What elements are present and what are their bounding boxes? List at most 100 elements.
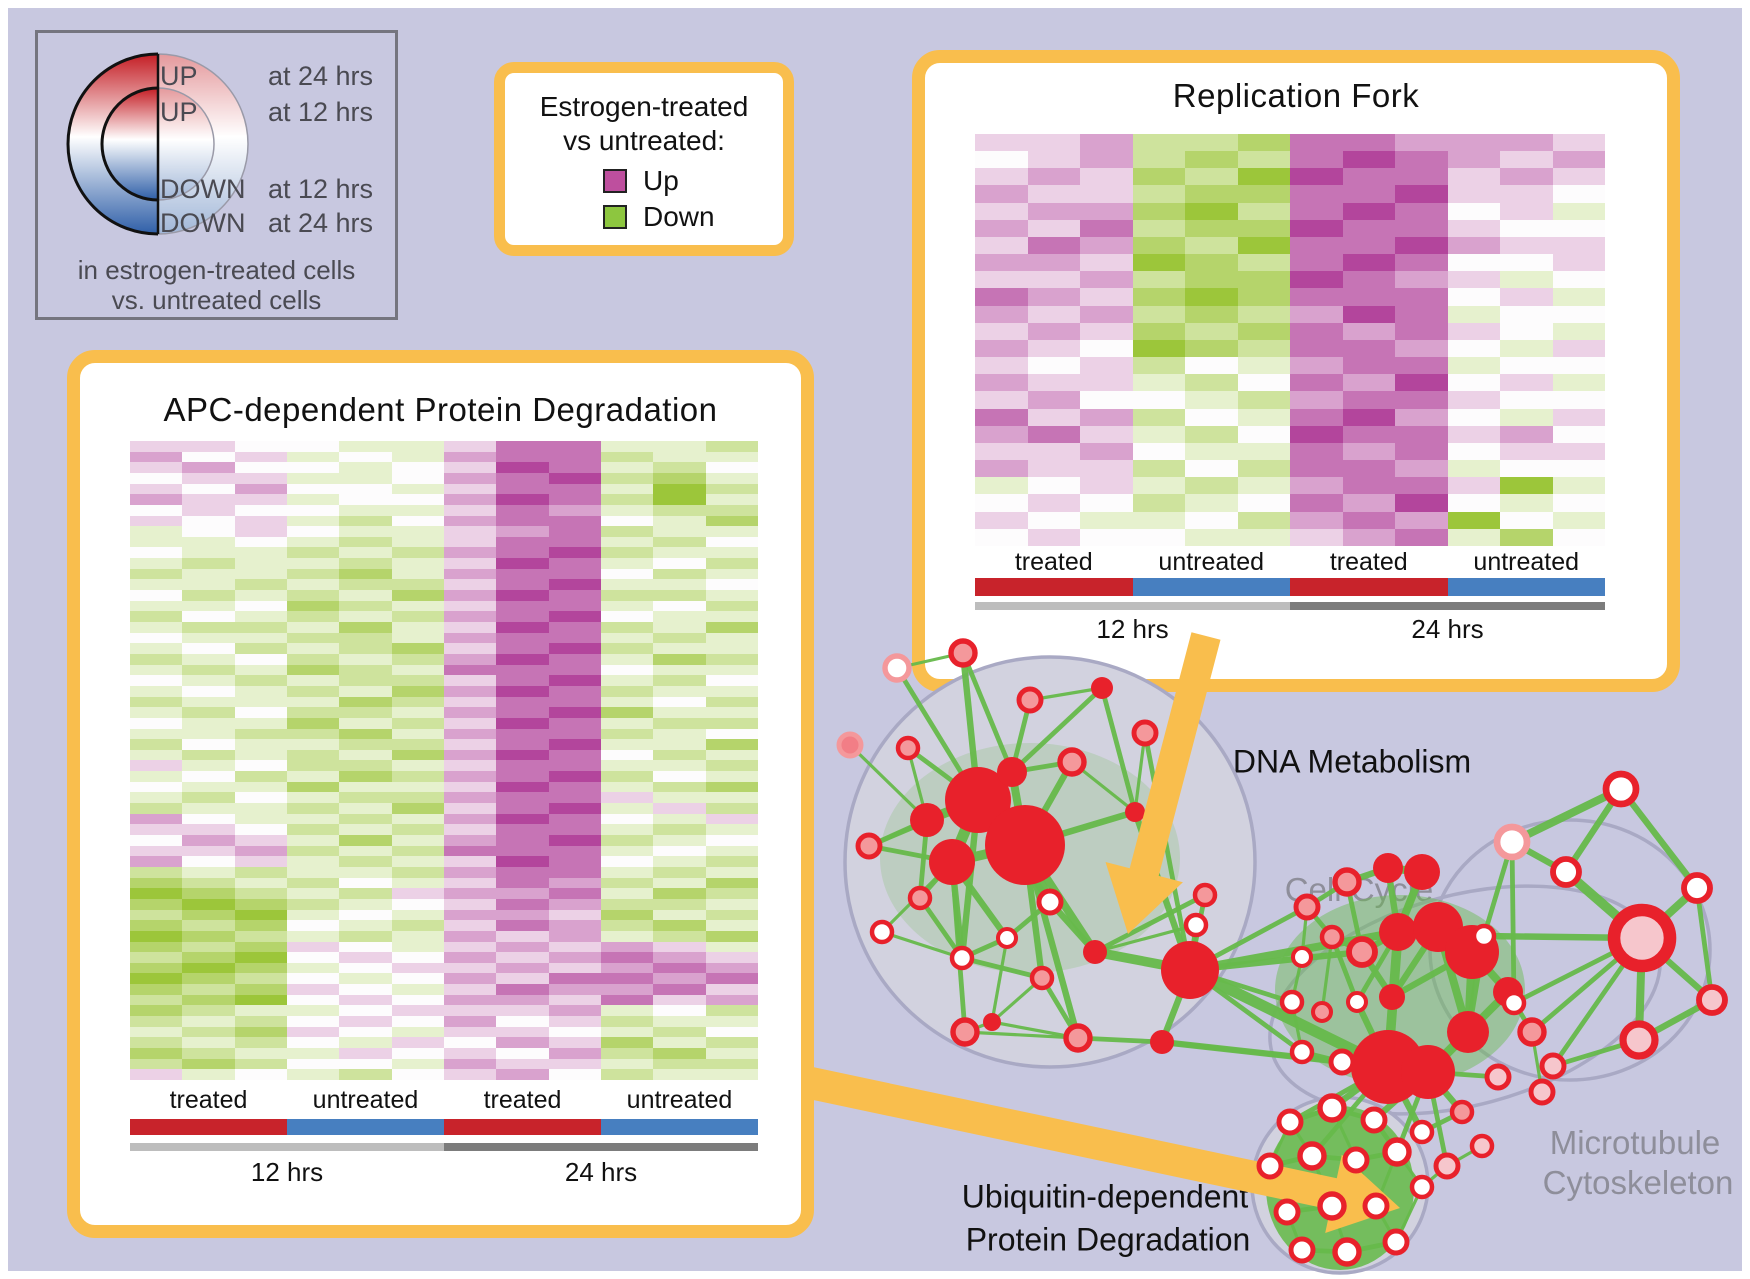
treatment-color-segment: [1132, 578, 1290, 596]
heatmap-cell: [443, 526, 497, 537]
heatmap-cell: [496, 653, 549, 665]
heatmap-cell: [286, 632, 340, 644]
heatmap-cell: [234, 632, 287, 644]
heatmap-cell: [391, 898, 444, 910]
heatmap-cell: [339, 760, 392, 772]
heatmap-cell: [600, 696, 654, 708]
heatmap-cell: [443, 675, 497, 686]
heatmap-cell: [130, 600, 183, 612]
heatmap-cell: [1342, 305, 1395, 323]
treatment-group-label: treated: [169, 1086, 248, 1114]
heatmap-cell: [975, 134, 1028, 152]
heatmap-cell: [496, 803, 549, 814]
heatmap-cell: [130, 962, 183, 974]
heatmap-cell: [705, 1037, 758, 1049]
heatmap-cell: [705, 845, 758, 857]
heatmap-cell: [496, 856, 549, 867]
heatmap-cell: [1500, 151, 1553, 169]
heatmap-cell: [653, 472, 706, 484]
heatmap-cell: [443, 749, 497, 761]
heatmap-cell: [234, 866, 287, 878]
treatment-color-segment: [601, 1119, 758, 1135]
heatmap-cell: [1027, 511, 1080, 529]
heatmap-cell: [496, 866, 549, 878]
heatmap-cell: [1552, 236, 1605, 255]
heatmap-cell: [548, 526, 601, 537]
heatmap-cell: [1342, 339, 1395, 358]
heatmap-cell: [705, 760, 758, 772]
heatmap-cell: [1342, 408, 1395, 426]
heatmap-cell: [130, 1069, 183, 1080]
heatmap-cell: [391, 632, 444, 644]
heatmap-cell: [496, 643, 549, 654]
heatmap-cell: [1447, 168, 1500, 186]
heatmap-cell: [548, 835, 601, 846]
heatmap-cell: [975, 477, 1028, 495]
heatmap-cell: [339, 888, 392, 899]
updown-label-down24: DOWN: [160, 208, 246, 238]
heatmap-cell: [496, 728, 549, 740]
heatmap-cell: [705, 526, 758, 537]
heatmap-cell: [130, 494, 183, 505]
heatmap-cell: [600, 1026, 654, 1038]
heatmap-cell: [130, 941, 183, 953]
heatmap-cell: [182, 504, 235, 516]
heatmap-cell: [391, 739, 444, 750]
heatmap-cell: [600, 590, 654, 601]
heatmap-cell: [548, 994, 601, 1006]
heatmap-cell: [443, 536, 497, 548]
heatmap-cell: [391, 781, 444, 793]
heatmap-cell: [600, 515, 654, 527]
heatmap-cell: [1027, 202, 1080, 220]
heatmap-cell: [130, 653, 183, 665]
heatmap-cell: [130, 973, 183, 985]
heatmap-cell: [1132, 219, 1185, 237]
heatmap-cell: [339, 494, 392, 505]
heatmap-cell: [286, 717, 340, 729]
heatmap-cell: [548, 845, 601, 857]
heatmap-cell: [1500, 425, 1553, 443]
heatmap-cell: [548, 888, 601, 899]
heatmap-cell: [391, 952, 444, 963]
heatmap-cell: [548, 1037, 601, 1049]
heatmap-cell: [286, 824, 340, 836]
heatmap-cell: [391, 984, 444, 995]
heatmap-cell: [391, 611, 444, 623]
heatmap-cell: [1552, 134, 1605, 152]
heatmap-cell: [130, 771, 183, 782]
heatmap-cell: [443, 771, 497, 782]
heatmap-cell: [443, 462, 497, 473]
heatmap-cell: [1342, 202, 1395, 220]
heatmap-cell: [443, 1005, 497, 1017]
cell-cycle-label: Cell Cycle: [1284, 871, 1434, 908]
heatmap-cell: [1290, 442, 1343, 461]
heatmap-cell: [1132, 339, 1185, 358]
heatmap-cell: [1185, 236, 1238, 255]
heatmap-cell: [391, 590, 444, 601]
heatmap-cell: [548, 675, 601, 686]
heatmap-cell: [1500, 202, 1553, 220]
heatmap-cell: [496, 685, 549, 697]
heatmap-cell: [182, 962, 235, 974]
heatmap-cell: [286, 792, 340, 804]
treatment-color-segment: [444, 1119, 601, 1135]
heatmap-cell: [443, 962, 497, 974]
heatmap-cell: [391, 973, 444, 985]
heatmap-cell: [286, 536, 340, 548]
heatmap-cell: [1132, 271, 1185, 289]
heatmap-cell: [1132, 288, 1185, 306]
heatmap-cell: [130, 558, 183, 569]
heatmap-cell: [1080, 374, 1133, 392]
heatmap-cell: [182, 653, 235, 665]
heatmap-cell: [443, 994, 497, 1006]
heatmap-cell: [443, 973, 497, 985]
heatmap-cell: [443, 547, 497, 559]
hours-color-segment: [130, 1143, 444, 1151]
heatmap-cell: [1500, 528, 1553, 546]
heatmap-cell: [1290, 357, 1343, 375]
heatmap-cell: [1185, 460, 1238, 478]
heatmap-cell: [548, 590, 601, 601]
heatmap-cell: [1552, 219, 1605, 237]
heatmap-cell: [130, 462, 183, 473]
heatmap-cell: [391, 920, 444, 931]
